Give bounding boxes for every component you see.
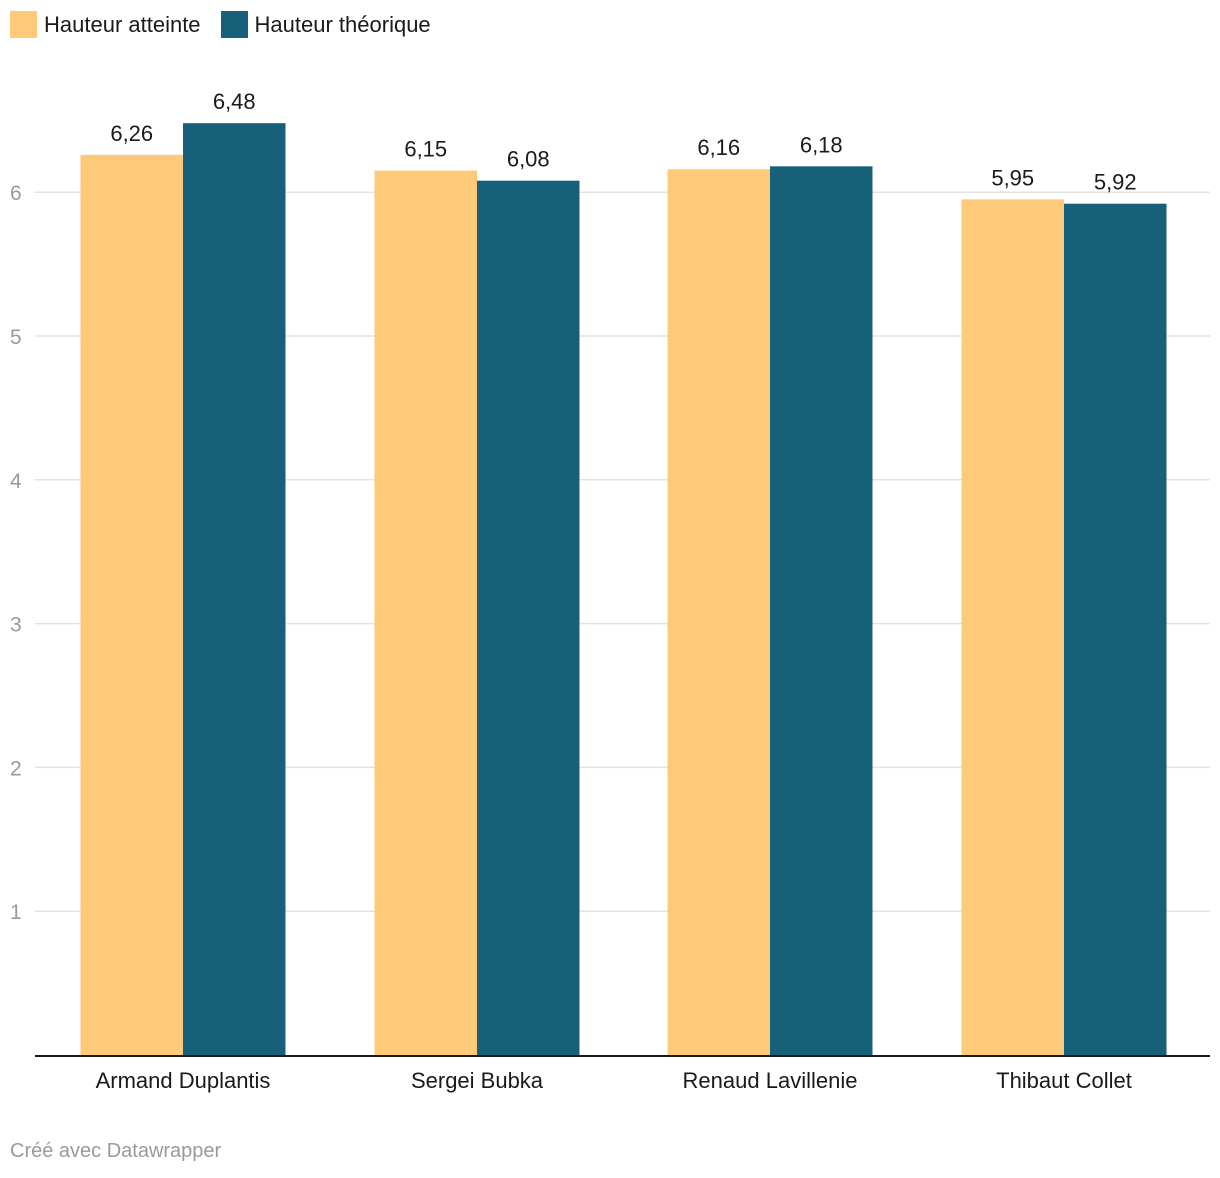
bar-atteinte-0[interactable]	[80, 154, 184, 1055]
data-label-theorique-0: 6,48	[213, 89, 256, 114]
y-tick-label-4: 4	[10, 470, 22, 493]
x-tick-label-3: Thibaut Collet	[996, 1068, 1132, 1093]
bar-chart: 1 2 3 4 5 6 6,26 6,48 Armand Duplantis 6,15 6,08 Se…	[10, 89, 1210, 1093]
legend: Hauteur atteinte Hauteur théorique	[10, 11, 431, 38]
data-label-theorique-2: 6,18	[800, 132, 843, 157]
bar-atteinte-1[interactable]	[374, 170, 478, 1055]
legend-label-hauteur-theorique: Hauteur théorique	[254, 12, 431, 37]
y-tick-label-1: 1	[10, 901, 22, 924]
legend-swatch-hauteur-theorique	[220, 11, 248, 38]
legend-label-hauteur-atteinte: Hauteur atteinte	[44, 12, 201, 37]
y-tick-label-3: 3	[10, 614, 22, 637]
y-tick-label-6: 6	[10, 182, 22, 205]
footer-credit[interactable]: Créé avec Datawrapper	[10, 1140, 222, 1162]
legend-item-hauteur-atteinte: Hauteur atteinte	[10, 11, 201, 38]
legend-swatch-hauteur-atteinte	[10, 11, 37, 38]
legend-item-hauteur-theorique: Hauteur théorique	[220, 11, 431, 38]
x-tick-label-0: Armand Duplantis	[96, 1068, 271, 1093]
bar-theorique-3[interactable]	[1064, 203, 1167, 1056]
x-tick-label-1: Sergei Bubka	[411, 1068, 544, 1093]
x-tick-label-2: Renaud Lavillenie	[683, 1068, 858, 1093]
data-label-theorique-1: 6,08	[507, 147, 550, 172]
bar-theorique-2[interactable]	[770, 166, 873, 1056]
y-tick-label-2: 2	[10, 757, 22, 780]
data-label-atteinte-0: 6,26	[110, 121, 153, 146]
bar-theorique-1[interactable]	[477, 180, 580, 1056]
data-label-atteinte-3: 5,95	[991, 165, 1034, 190]
bar-theorique-0[interactable]	[183, 123, 286, 1055]
data-label-theorique-3: 5,92	[1094, 170, 1137, 195]
y-tick-label-5: 5	[10, 326, 22, 349]
bar-atteinte-3[interactable]	[961, 199, 1065, 1055]
data-label-atteinte-2: 6,16	[697, 135, 740, 160]
bar-atteinte-2[interactable]	[667, 169, 771, 1055]
data-label-atteinte-1: 6,15	[404, 137, 447, 162]
